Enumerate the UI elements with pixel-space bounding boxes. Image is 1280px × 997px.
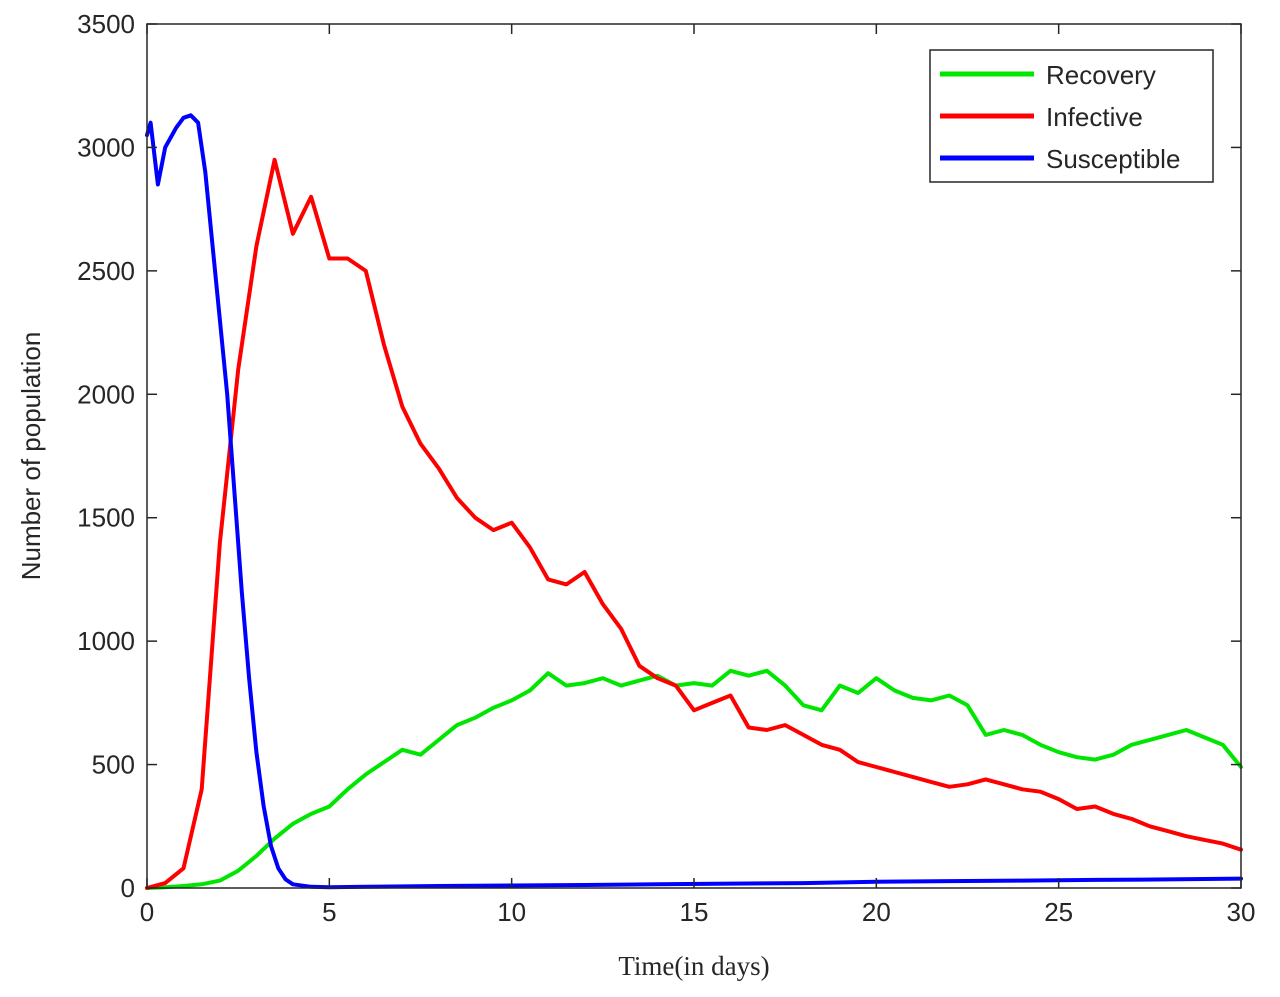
- legend-label-recovery: Recovery: [1046, 60, 1156, 90]
- x-tick-label: 10: [497, 897, 526, 927]
- x-tick-label: 0: [140, 897, 154, 927]
- legend-label-infective: Infective: [1046, 102, 1143, 132]
- x-tick-label: 25: [1044, 897, 1073, 927]
- y-tick-label: 2500: [77, 256, 135, 286]
- x-axis-label: Time(in days): [618, 951, 769, 981]
- legend: Recovery Infective Susceptible: [929, 49, 1214, 183]
- series-line-infective: [145, 157, 1243, 890]
- y-tick-label: 1000: [77, 626, 135, 656]
- y-tick-label: 3000: [77, 132, 135, 162]
- series-layer: [145, 113, 1243, 890]
- y-tick-label: 3500: [77, 9, 135, 39]
- x-tick-label: 15: [680, 897, 709, 927]
- x-tick-label: 20: [862, 897, 891, 927]
- y-tick-label: 0: [121, 873, 135, 903]
- x-tick-label: 5: [322, 897, 336, 927]
- series-line-recovery: [145, 668, 1243, 890]
- series-line-susceptible: [145, 113, 1243, 890]
- y-tick-label: 2000: [77, 379, 135, 409]
- y-tick-label: 1500: [77, 503, 135, 533]
- legend-label-susceptible: Susceptible: [1046, 144, 1180, 174]
- y-tick-label: 500: [92, 750, 135, 780]
- x-tick-label: 30: [1227, 897, 1256, 927]
- ticks-layer: 0 5 10 15 20 25 30 0 500 1000 1500 2000 2500 3000 3500: [77, 9, 1255, 927]
- y-axis-label: Number of population: [16, 332, 46, 581]
